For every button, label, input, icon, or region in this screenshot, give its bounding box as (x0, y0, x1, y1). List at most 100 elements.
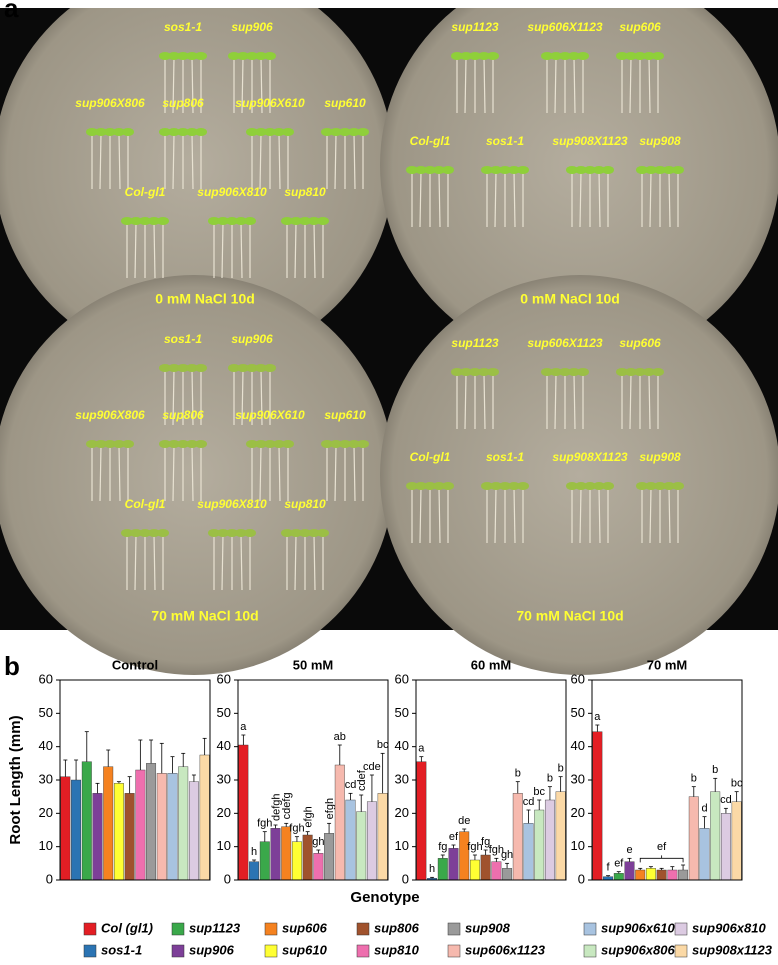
seedling-leaf (168, 52, 180, 60)
seedling-leaf (593, 482, 605, 490)
seedling-leaf (481, 166, 493, 174)
seedling-root (259, 445, 262, 502)
seedling-root (134, 222, 137, 279)
seedling-root (464, 373, 467, 430)
legend-swatch (356, 944, 370, 958)
seedling-leaf (663, 482, 675, 490)
seedling-root (649, 171, 652, 228)
bar (60, 776, 71, 881)
seedling-root (260, 57, 263, 114)
significance-letter: cd (523, 796, 535, 808)
significance-letter: ef (614, 858, 624, 870)
bar (199, 754, 210, 881)
y-tick-label: 0 (578, 871, 585, 886)
plate-label: sup806 (162, 96, 204, 110)
seedling-leaf (636, 166, 648, 174)
seedling-leaf (159, 52, 171, 60)
seedling-leaf (406, 166, 418, 174)
bar (491, 861, 502, 881)
seedling-leaf (654, 482, 666, 490)
legend-label: sup908 (465, 920, 511, 935)
seedling-leaf (195, 128, 207, 136)
seedling-leaf (228, 364, 240, 372)
plate-label: sos1-1 (164, 332, 202, 346)
seedling-leaf (308, 217, 320, 225)
seedling-leaf (246, 364, 258, 372)
significance-letter: a (594, 711, 601, 723)
seedling-leaf (415, 482, 427, 490)
seedling-leaf (168, 440, 180, 448)
seedling-leaf (616, 368, 628, 376)
seedling-leaf (348, 440, 360, 448)
legend-label: sup610 (282, 942, 328, 957)
bar (731, 801, 742, 881)
significance-letter: gh (312, 836, 324, 848)
plate-label: sup906 (231, 20, 273, 34)
seedling-leaf (235, 529, 247, 537)
seedling-leaf (130, 529, 142, 537)
seedling-root (648, 373, 651, 430)
seedling-leaf (281, 217, 293, 225)
legend-swatch (171, 922, 185, 936)
y-tick-label: 10 (217, 838, 231, 853)
seedling-root (191, 57, 194, 114)
seedling-root (438, 171, 441, 228)
significance-letter: f (607, 862, 611, 874)
seedling-leaf (177, 364, 189, 372)
seedling-leaf (559, 368, 571, 376)
seedling-root (153, 534, 156, 591)
significance-letter: fgh (489, 844, 504, 856)
bar (81, 761, 92, 881)
seedling-leaf (469, 368, 481, 376)
seedling-leaf (645, 166, 657, 174)
seedling-leaf (290, 529, 302, 537)
seedling-leaf (460, 368, 472, 376)
seedling-root (579, 171, 582, 228)
plate-label: sup908 (639, 450, 681, 464)
y-tick-label: 20 (395, 805, 409, 820)
plate-label: sup606 (619, 20, 661, 34)
y-tick-label: 20 (571, 805, 585, 820)
seedling-root (278, 445, 281, 502)
significance-letter: bc (731, 778, 743, 790)
seedling-leaf (121, 217, 133, 225)
plate-label: Col-gl1 (125, 497, 166, 511)
seedling-leaf (282, 128, 294, 136)
seedling-leaf (168, 364, 180, 372)
panel-label: b (4, 651, 20, 681)
seedling-leaf (672, 482, 684, 490)
legend-swatch (83, 944, 97, 958)
seedling-root (668, 171, 671, 228)
seedling-root (334, 445, 337, 502)
bar (156, 773, 167, 881)
bar (678, 869, 689, 881)
bar (356, 811, 367, 881)
seedling-root (221, 534, 224, 591)
plate-label: sup908 (639, 134, 681, 148)
y-tick-label: 0 (224, 871, 231, 886)
bar (656, 869, 667, 881)
seedling-leaf (122, 440, 134, 448)
seedling-leaf (308, 529, 320, 537)
seedling-root (313, 222, 316, 279)
plate-label: Col-gl1 (410, 134, 451, 148)
petri-dish (380, 275, 778, 675)
chart-title: Control (112, 657, 158, 672)
legend-label: sup810 (374, 942, 420, 957)
seedling-root (513, 487, 516, 544)
seedling-leaf (237, 364, 249, 372)
bar (710, 791, 721, 881)
significance-letter: ef (449, 831, 459, 843)
seedling-leaf (157, 529, 169, 537)
seedling-leaf (433, 166, 445, 174)
seedling-leaf (654, 166, 666, 174)
seedling-leaf (177, 52, 189, 60)
plot-frame (591, 679, 743, 881)
significance-letter: efgh (303, 806, 315, 827)
plate-label: sup906X806 (75, 96, 145, 110)
seedling-leaf (577, 52, 589, 60)
seedling-leaf (348, 128, 360, 136)
significance-letter: h (251, 846, 257, 858)
seedling-leaf (481, 482, 493, 490)
y-tick-label: 40 (217, 738, 231, 753)
